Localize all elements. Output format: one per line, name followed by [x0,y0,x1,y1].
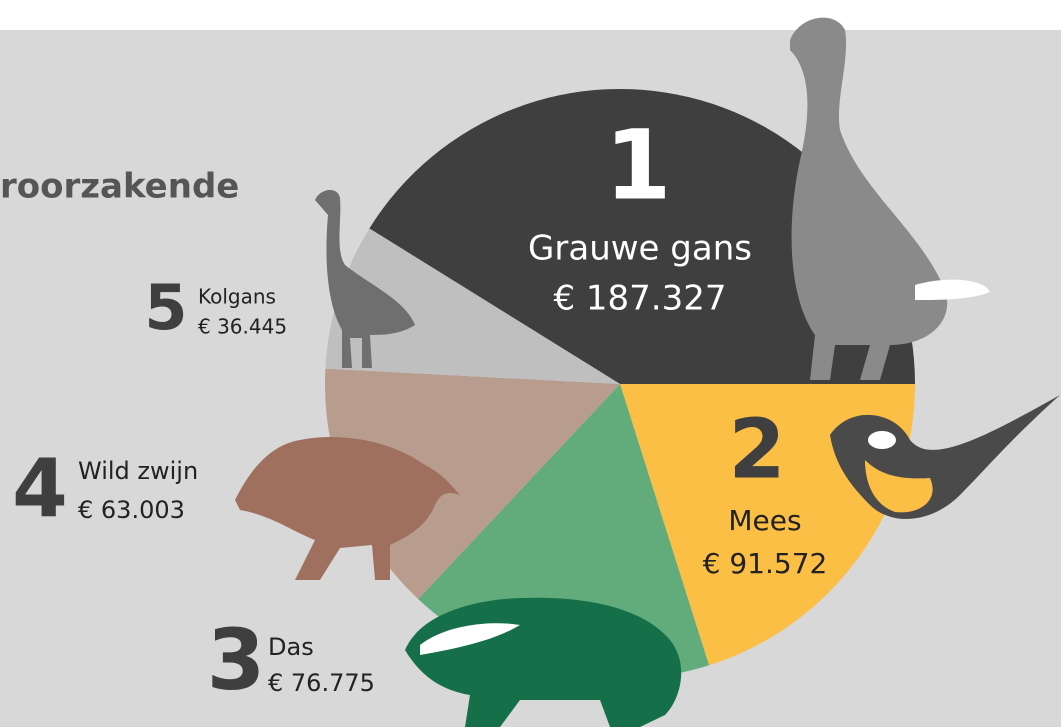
wild-boar [235,437,460,580]
great-tit [830,395,1060,519]
badger [405,597,682,727]
category-label: Grauwe gans [528,229,752,269]
rank-label: 3 [207,611,265,709]
category-label: Mees [728,504,801,537]
chart-title: roorzakende [0,167,239,207]
pie-slice [369,88,916,384]
rank-label: 2 [728,402,785,497]
goose-small [315,189,415,368]
goose-large [790,17,990,380]
rank-label: 4 [12,442,68,535]
value-label: € 36.445 [198,315,287,339]
category-label: Wild zwijn [78,457,198,485]
rank-label: 1 [605,109,672,221]
pie-slice [325,368,620,600]
value-label: € 91.572 [703,547,828,580]
pie-slice [325,228,620,384]
rank-label: 5 [144,271,187,344]
category-label: Das [268,633,314,661]
value-label: € 63.003 [78,496,185,524]
value-label: € 76.775 [268,669,375,697]
category-label: Kolgans [198,285,276,309]
value-label: € 187.327 [553,279,726,319]
